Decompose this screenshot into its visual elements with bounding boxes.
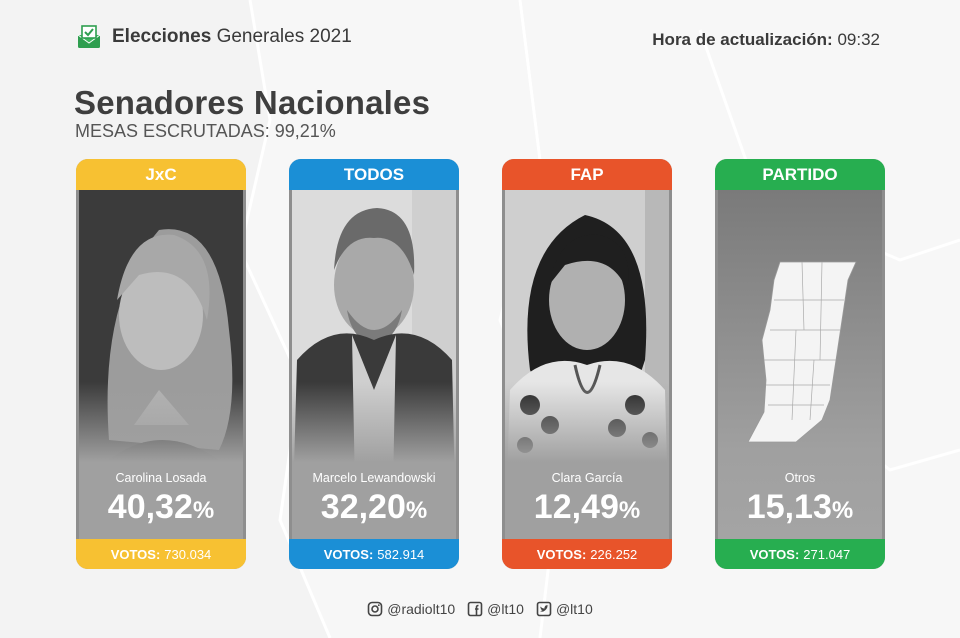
social-twitter[interactable]: @lt10 — [536, 601, 593, 617]
brand-bold: Elecciones — [112, 26, 212, 47]
santa-fe-map-icon — [718, 190, 882, 539]
votes-footer: VOTOS: 582.914 — [289, 539, 459, 569]
candidate-card-fap: FAP Clara García 12,49% VOTOS: 226 — [502, 159, 672, 569]
update-value: 09:32 — [837, 30, 880, 49]
party-header: TODOS — [289, 159, 459, 190]
candidate-card-jxc: JxC Carolina Losada 40,32% VOTOS: 730.03… — [76, 159, 246, 569]
vote-percent: 12,49% — [533, 488, 641, 526]
vote-percent: 15,13% — [746, 488, 854, 526]
update-label: Hora de actualización: — [652, 30, 833, 49]
votes-footer: VOTOS: 730.034 — [76, 539, 246, 569]
votes-label: VOTOS: — [749, 546, 800, 562]
vote-percent: 40,32% — [107, 488, 215, 526]
brand-rest: Generales 2021 — [216, 26, 352, 47]
votes-footer: VOTOS: 271.047 — [715, 539, 885, 569]
votes-count: 730.034 — [164, 546, 212, 562]
twitter-handle: @lt10 — [555, 601, 593, 617]
update-time: Hora de actualización: 09:32 — [652, 30, 880, 50]
page-title: Senadores Nacionales — [74, 84, 431, 121]
candidate-name: Marcelo Lewandowski — [312, 471, 436, 485]
candidate-portrait — [505, 190, 669, 539]
party-header: FAP — [502, 159, 672, 190]
party-header: JxC — [76, 159, 246, 190]
candidate-name: Otros — [784, 471, 816, 485]
instagram-handle: @radiolt10 — [387, 601, 456, 617]
social-instagram[interactable]: @radiolt10 — [367, 601, 455, 617]
votes-count: 582.914 — [377, 546, 425, 562]
votes-label: VOTOS: — [110, 546, 161, 562]
candidate-portrait — [292, 190, 456, 539]
votes-footer: VOTOS: 226.252 — [502, 539, 672, 569]
candidate-name: Carolina Losada — [115, 471, 207, 485]
party-header: PARTIDO — [715, 159, 885, 190]
province-map: Otros 15,13% — [718, 190, 882, 539]
votes-count: 226.252 — [590, 546, 638, 562]
social-facebook[interactable]: @lt10 — [467, 601, 524, 617]
votes-label: VOTOS: — [323, 546, 374, 562]
brand: Elecciones Generales 2021 — [76, 20, 352, 54]
candidate-photo: Carolina Losada 40,32% — [79, 190, 243, 539]
candidate-card-todos: TODOS Marcelo Lewandowski 32,20% VOTOS: … — [289, 159, 459, 569]
envelope-check-icon — [77, 25, 101, 48]
page-subtitle: MESAS ESCRUTADAS: 99,21% — [75, 121, 336, 141]
candidate-name: Clara García — [551, 471, 623, 485]
votes-label: VOTOS: — [536, 546, 587, 562]
votes-count: 271.047 — [803, 546, 851, 562]
facebook-icon — [467, 601, 483, 617]
candidate-card-otros: PARTIDO Otros 15,13% VOTOS: 271.047 — [715, 159, 885, 569]
social-links: @radiolt10 @lt10 @lt10 — [0, 601, 960, 617]
candidate-portrait — [79, 190, 243, 539]
facebook-handle: @lt10 — [487, 601, 524, 617]
candidate-photo: Clara García 12,49% — [505, 190, 669, 539]
twitter-icon — [536, 601, 552, 617]
instagram-icon — [367, 601, 383, 617]
candidate-photo: Marcelo Lewandowski 32,20% — [292, 190, 456, 539]
vote-percent: 32,20% — [320, 488, 428, 526]
